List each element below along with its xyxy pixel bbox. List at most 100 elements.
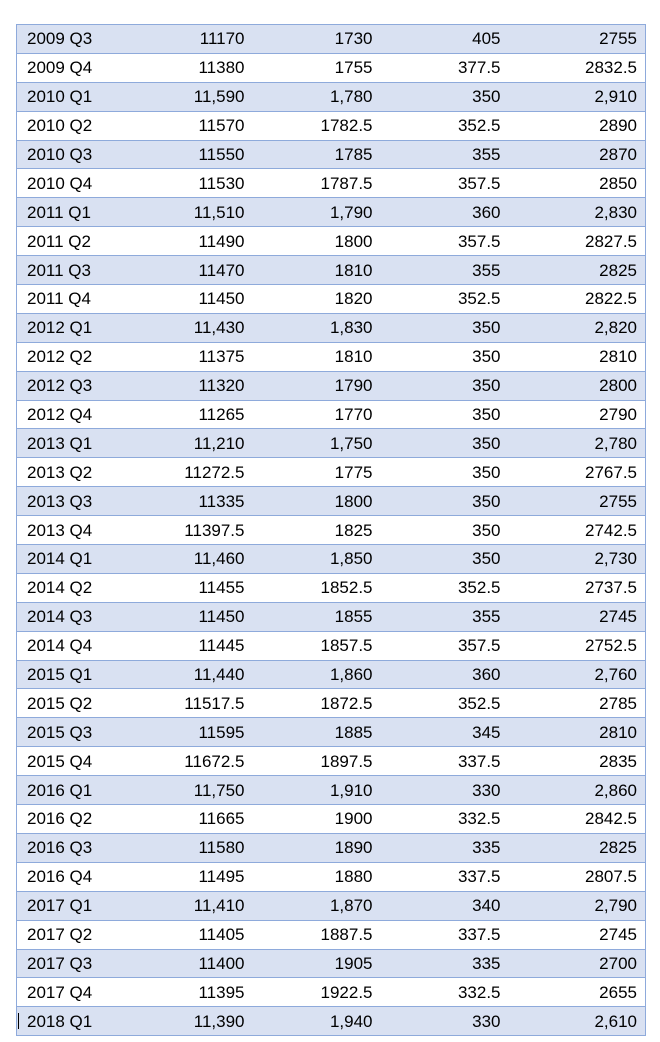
value-cell[interactable]: 332.5 (380, 804, 509, 834)
value-cell[interactable]: 2810 (508, 717, 646, 748)
value-cell[interactable]: 340 (380, 890, 509, 921)
value-cell[interactable]: 11665 (112, 804, 253, 834)
value-cell[interactable]: 11,390 (112, 1006, 253, 1037)
value-cell[interactable]: 1820 (252, 284, 381, 314)
value-cell[interactable]: 11445 (112, 630, 253, 661)
period-cell[interactable]: 2011 Q1 (16, 197, 113, 228)
value-cell[interactable]: 2745 (508, 601, 646, 632)
value-cell[interactable]: 11,430 (112, 312, 253, 343)
value-cell[interactable]: 11170 (112, 24, 253, 54)
period-cell[interactable]: 2017 Q3 (16, 948, 113, 979)
value-cell[interactable]: 2785 (508, 688, 646, 719)
period-cell[interactable]: 2011 Q2 (16, 226, 113, 257)
value-cell[interactable]: 2842.5 (508, 804, 646, 834)
value-cell[interactable]: 335 (380, 948, 509, 979)
value-cell[interactable]: 355 (380, 255, 509, 286)
value-cell[interactable]: 2700 (508, 948, 646, 979)
value-cell[interactable]: 1,860 (252, 659, 381, 690)
value-cell[interactable]: 11550 (112, 139, 253, 170)
value-cell[interactable]: 350 (380, 544, 509, 574)
value-cell[interactable]: 11495 (112, 861, 253, 892)
period-cell[interactable]: 2015 Q3 (16, 717, 113, 748)
period-cell[interactable]: 2013 Q2 (16, 457, 113, 488)
value-cell[interactable]: 350 (380, 515, 509, 546)
value-cell[interactable]: 11450 (112, 601, 253, 632)
period-cell[interactable]: 2009 Q4 (16, 52, 113, 83)
value-cell[interactable]: 2755 (508, 24, 646, 54)
value-cell[interactable]: 357.5 (380, 168, 509, 199)
period-cell[interactable]: 2011 Q4 (16, 284, 113, 314)
value-cell[interactable]: 350 (380, 370, 509, 401)
value-cell[interactable]: 1,790 (252, 197, 381, 228)
value-cell[interactable]: 350 (380, 428, 509, 459)
period-cell[interactable]: 2010 Q3 (16, 139, 113, 170)
value-cell[interactable]: 2755 (508, 486, 646, 517)
value-cell[interactable]: 2810 (508, 341, 646, 372)
period-cell[interactable]: 2017 Q1 (16, 890, 113, 921)
value-cell[interactable]: 11272.5 (112, 457, 253, 488)
period-cell[interactable]: 2014 Q2 (16, 572, 113, 603)
value-cell[interactable]: 2870 (508, 139, 646, 170)
value-cell[interactable]: 11,590 (112, 81, 253, 112)
value-cell[interactable]: 357.5 (380, 630, 509, 661)
value-cell[interactable]: 2,910 (508, 81, 646, 112)
value-cell[interactable]: 2825 (508, 832, 646, 863)
value-cell[interactable]: 1755 (252, 52, 381, 83)
period-cell[interactable]: 2015 Q1 (16, 659, 113, 690)
value-cell[interactable]: 1922.5 (252, 977, 381, 1008)
value-cell[interactable]: 11455 (112, 572, 253, 603)
value-cell[interactable]: 1852.5 (252, 572, 381, 603)
value-cell[interactable]: 1857.5 (252, 630, 381, 661)
value-cell[interactable]: 11397.5 (112, 515, 253, 546)
value-cell[interactable]: 2742.5 (508, 515, 646, 546)
value-cell[interactable]: 377.5 (380, 52, 509, 83)
value-cell[interactable]: 11,210 (112, 428, 253, 459)
period-cell[interactable]: 2012 Q2 (16, 341, 113, 372)
value-cell[interactable]: 1,780 (252, 81, 381, 112)
value-cell[interactable]: 11,440 (112, 659, 253, 690)
period-cell[interactable]: 2012 Q1 (16, 312, 113, 343)
period-cell[interactable]: 2018 Q1 (16, 1006, 113, 1037)
value-cell[interactable]: 11672.5 (112, 746, 253, 777)
value-cell[interactable]: 350 (380, 81, 509, 112)
value-cell[interactable]: 337.5 (380, 861, 509, 892)
value-cell[interactable]: 1,850 (252, 544, 381, 574)
period-cell[interactable]: 2016 Q1 (16, 775, 113, 806)
value-cell[interactable]: 1880 (252, 861, 381, 892)
value-cell[interactable]: 1800 (252, 486, 381, 517)
value-cell[interactable]: 2807.5 (508, 861, 646, 892)
value-cell[interactable]: 2825 (508, 255, 646, 286)
value-cell[interactable]: 352.5 (380, 572, 509, 603)
value-cell[interactable]: 357.5 (380, 226, 509, 257)
value-cell[interactable]: 2827.5 (508, 226, 646, 257)
value-cell[interactable]: 1730 (252, 24, 381, 54)
value-cell[interactable]: 1,940 (252, 1006, 381, 1037)
value-cell[interactable]: 1905 (252, 948, 381, 979)
value-cell[interactable]: 11490 (112, 226, 253, 257)
value-cell[interactable]: 1,870 (252, 890, 381, 921)
value-cell[interactable]: 345 (380, 717, 509, 748)
value-cell[interactable]: 2,780 (508, 428, 646, 459)
value-cell[interactable]: 1775 (252, 457, 381, 488)
value-cell[interactable]: 330 (380, 775, 509, 806)
period-cell[interactable]: 2017 Q4 (16, 977, 113, 1008)
value-cell[interactable]: 2,610 (508, 1006, 646, 1037)
value-cell[interactable]: 11395 (112, 977, 253, 1008)
period-cell[interactable]: 2014 Q3 (16, 601, 113, 632)
value-cell[interactable]: 332.5 (380, 977, 509, 1008)
value-cell[interactable]: 1810 (252, 255, 381, 286)
value-cell[interactable]: 1787.5 (252, 168, 381, 199)
value-cell[interactable]: 11380 (112, 52, 253, 83)
value-cell[interactable]: 360 (380, 197, 509, 228)
value-cell[interactable]: 350 (380, 399, 509, 430)
value-cell[interactable]: 11,750 (112, 775, 253, 806)
value-cell[interactable]: 2,730 (508, 544, 646, 574)
period-cell[interactable]: 2014 Q4 (16, 630, 113, 661)
value-cell[interactable]: 2790 (508, 399, 646, 430)
value-cell[interactable]: 1897.5 (252, 746, 381, 777)
period-cell[interactable]: 2009 Q3 (16, 24, 113, 54)
period-cell[interactable]: 2014 Q1 (16, 544, 113, 574)
value-cell[interactable]: 360 (380, 659, 509, 690)
value-cell[interactable]: 1900 (252, 804, 381, 834)
value-cell[interactable]: 11335 (112, 486, 253, 517)
